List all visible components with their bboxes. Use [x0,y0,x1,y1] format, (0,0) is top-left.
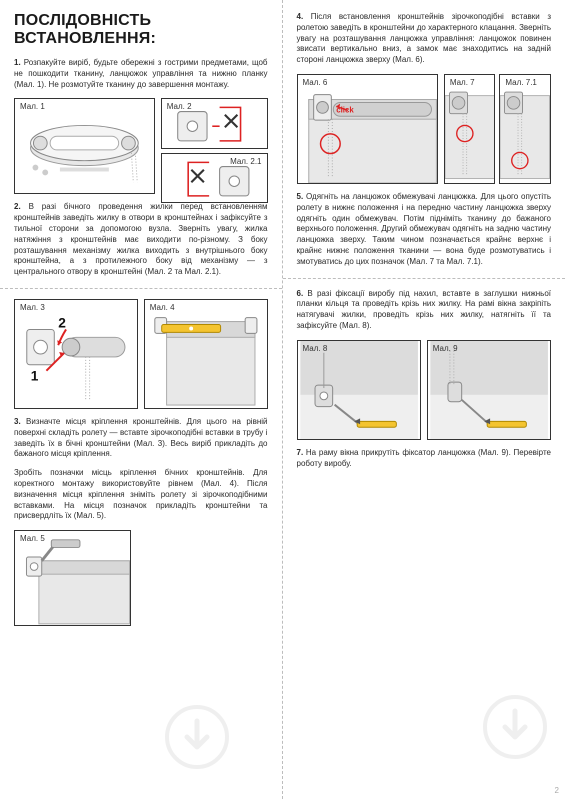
paragraph-3b: Зробіть позначки місць кріплення бічних … [14,468,268,522]
figure-5: Мал. 5 [14,530,131,626]
figure-5-illustration [15,531,130,625]
figure-row-5: Мал. 8 Мал. 9 [297,340,552,440]
paragraph-1: 1. Розпакуйте виріб, будьте обережні з г… [14,58,268,90]
paragraph-7-text: На раму вікна прикрутіть фіксатор ланцюж… [297,448,551,468]
figure-7-illustration [445,75,495,183]
figure-row-3: Мал. 5 [14,530,268,626]
paragraph-3a: 3. Визначте місця кріплення кронштейнів.… [14,417,268,460]
step-number-5: 5. [297,192,304,201]
paragraph-1-text: Розпакуйте виріб, будьте обережні з гост… [14,58,268,89]
figure-4-illustration [145,300,267,408]
figure-5-label: Мал. 5 [20,534,45,543]
paragraph-5-text: Одягніть на ланцюжок обмежувачі ланцюжка… [297,192,552,266]
figure-9-illustration [428,341,550,439]
figure-4-label: Мал. 4 [150,303,175,312]
figure-row-1: Мал. 1 Мал. 2 [14,98,268,194]
step-number-4: 4. [297,12,304,21]
figure-2: Мал. 2 [161,98,268,148]
paragraph-3b-text: Зробіть позначки місць кріплення бічних … [14,468,268,520]
figure-9: Мал. 9 [427,340,551,440]
step-number-3: 3. [14,417,21,426]
figure-6-label: Мал. 6 [303,78,328,87]
paragraph-2-text: В разі бічного проведення жилки перед вс… [14,202,268,276]
figure-3-label: Мал. 3 [20,303,45,312]
figure-3: Мал. 3 1 2 [14,299,138,409]
page-number: 2 [555,786,559,795]
figure-8-label: Мал. 8 [303,344,328,353]
watermark-icon-right [483,695,547,759]
watermark-icon-left [165,705,229,769]
figure-7-label: Мал. 7 [450,78,475,87]
figure-6-illustration: click [298,75,437,183]
figure-7: Мал. 7 [444,74,496,184]
figure-2-1-label: Мал. 2.1 [230,157,261,166]
paragraph-6: 6. В разі фіксації виробу під нахил, вст… [297,289,552,332]
step-number-1: 1. [14,58,21,67]
figure-2-1: Мал. 2.1 [161,153,268,203]
step-number-6: 6. [297,289,304,298]
svg-text:2: 2 [58,315,66,330]
paragraph-2: 2. В разі бічного проведення жилки перед… [14,202,268,278]
paragraph-7: 7. На раму вікна прикрутіть фіксатор лан… [297,448,552,470]
figure-7-1-label: Мал. 7.1 [505,78,536,87]
figure-4: Мал. 4 [144,299,268,409]
step-number-2: 2. [14,202,21,211]
figure-8-illustration [298,341,420,439]
paragraph-4: 4. Після встановлення кронштейнів зірочк… [297,12,552,66]
paragraph-6-text: В разі фіксації виробу під нахил, вставт… [297,289,552,330]
figure-1: Мал. 1 [14,98,155,194]
paragraph-5: 5. Одягніть на ланцюжок обмежувачі ланцю… [297,192,552,268]
paragraph-3a-text: Визначте місця кріплення кронштейнів. Дл… [14,417,268,458]
figure-row-4: Мал. 6 click Мал. 7 [297,74,552,184]
paragraph-4-text: Після встановлення кронштейнів зірочкопо… [297,12,552,64]
svg-text:1: 1 [31,368,39,383]
figure-row-2: Мал. 3 1 2 Мал. 4 [14,299,268,409]
figure-2-label: Мал. 2 [167,102,192,111]
left-column: ПОСЛІДОВНІСТЬ ВСТАНОВЛЕННЯ: 1. Розпакуйт… [0,0,283,799]
horizontal-separator-right [283,278,565,279]
figure-9-label: Мал. 9 [433,344,458,353]
step-number-7: 7. [297,448,304,457]
figure-8: Мал. 8 [297,340,421,440]
figure-1-illustration [15,99,154,193]
figure-7-1: Мал. 7.1 [499,74,551,184]
figure-3-illustration: 1 2 [15,300,137,408]
figure-6: Мал. 6 click [297,74,438,184]
figure-1-label: Мал. 1 [20,102,45,111]
figure-7-1-illustration [500,75,550,183]
page-title: ПОСЛІДОВНІСТЬ ВСТАНОВЛЕННЯ: [14,12,268,48]
right-column: 4. Після встановлення кронштейнів зірочк… [283,0,565,799]
page: ПОСЛІДОВНІСТЬ ВСТАНОВЛЕННЯ: 1. Розпакуйт… [0,0,565,799]
horizontal-separator-left [0,288,282,289]
